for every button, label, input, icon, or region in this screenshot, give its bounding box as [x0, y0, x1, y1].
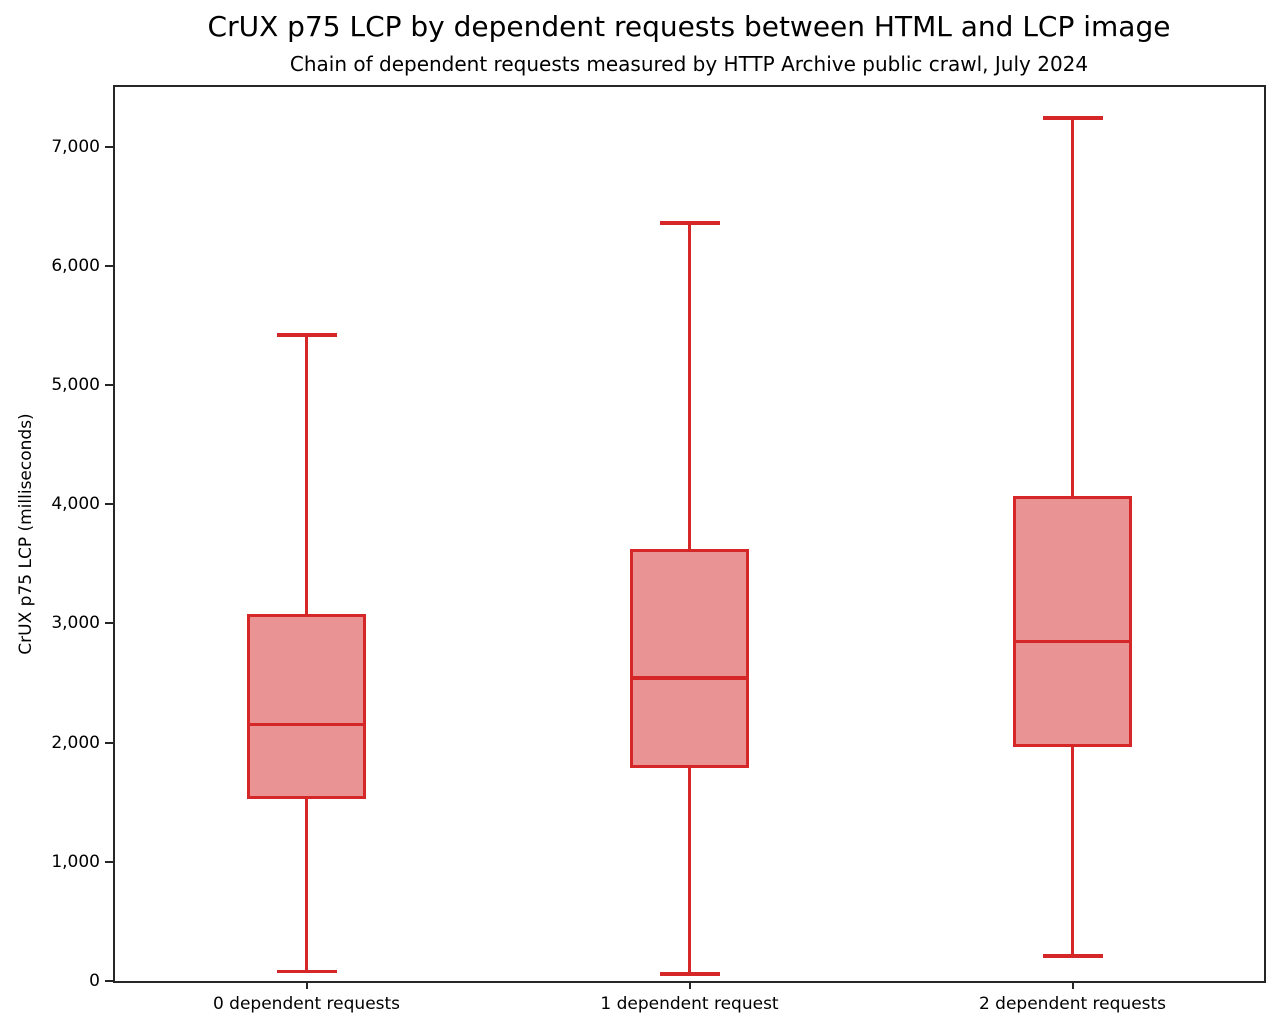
plot-area: 0 1,000 2,000 3,000 4,000 5,000 6,000 7,000 0 de…: [51, 85, 1266, 1014]
median-line: [1013, 639, 1132, 644]
lower-whisker-cap: [659, 972, 720, 976]
iqr-box: [630, 549, 749, 768]
upper-whisker-line: [687, 222, 692, 550]
y-tick-mark: [105, 145, 113, 148]
y-tick-label: 3,000: [51, 613, 100, 634]
y-tick-label: 4,000: [51, 494, 100, 515]
y-tick-label: 0: [89, 971, 100, 991]
x-tick-label: 2 dependent requests: [978, 994, 1167, 1014]
y-tick-mark: [105, 384, 113, 386]
iqr-box: [247, 613, 366, 799]
x-tick-mark: [688, 981, 691, 989]
y-tick-mark: [105, 264, 113, 267]
y-tick-mark: [105, 741, 113, 744]
y-tick-mark: [105, 622, 113, 625]
lower-whisker-cap: [276, 969, 337, 974]
upper-whisker-cap: [1042, 116, 1103, 120]
x-tick-label: 0 dependent requests: [212, 994, 401, 1014]
upper-whisker-line: [1070, 117, 1075, 496]
y-tick-mark: [105, 860, 113, 863]
y-tick-label: 7,000: [51, 136, 100, 157]
x-tick-mark: [1071, 981, 1074, 989]
upper-whisker-line: [304, 334, 309, 614]
chart-title: CrUX p75 LCP by dependent requests betwe…: [207, 10, 1171, 43]
x-tick-label: 1 dependent request: [600, 994, 779, 1014]
lower-whisker-line: [304, 798, 309, 972]
y-tick-mark: [105, 503, 113, 506]
y-tick-label: 1,000: [51, 851, 100, 872]
upper-whisker-cap: [659, 221, 720, 225]
y-tick-mark: [105, 980, 113, 982]
y-axis-label: CrUX p75 LCP (milliseconds): [16, 413, 36, 655]
lower-whisker-line: [687, 767, 692, 974]
median-line: [247, 722, 366, 727]
chart-subtitle: Chain of dependent requests measured by …: [289, 52, 1089, 76]
iqr-box: [1013, 495, 1132, 748]
median-line: [630, 676, 749, 680]
lower-whisker-line: [1070, 747, 1075, 956]
y-tick-label: 5,000: [51, 375, 100, 395]
upper-whisker-cap: [276, 333, 337, 337]
y-tick-label: 2,000: [51, 732, 100, 753]
x-tick-mark: [305, 981, 308, 989]
lower-whisker-cap: [1042, 954, 1103, 958]
y-tick-label: 6,000: [51, 255, 100, 276]
